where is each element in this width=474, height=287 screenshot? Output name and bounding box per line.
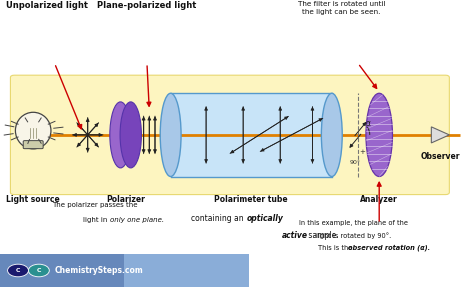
Text: light is rotated by 90°.: light is rotated by 90°. [316, 232, 391, 238]
Text: sample.: sample. [306, 231, 338, 240]
Text: C: C [36, 268, 41, 273]
Circle shape [8, 264, 28, 277]
Text: only one plane.: only one plane. [110, 217, 164, 223]
Text: light in: light in [83, 217, 109, 223]
Text: α: α [365, 119, 371, 128]
Ellipse shape [15, 112, 51, 149]
Ellipse shape [366, 93, 392, 177]
Text: Polarizer: Polarizer [106, 195, 145, 204]
Text: ChemistrySteps.com: ChemistrySteps.com [55, 266, 143, 275]
Ellipse shape [160, 93, 181, 177]
Bar [0, 254, 124, 287]
Text: In this example, the plane of the: In this example, the plane of the [299, 220, 408, 226]
Polygon shape [431, 127, 449, 143]
Text: Polarimeter tube: Polarimeter tube [214, 195, 288, 204]
Text: 90°: 90° [349, 160, 360, 164]
FancyBboxPatch shape [10, 75, 449, 195]
Circle shape [28, 264, 49, 277]
Bar [124, 254, 249, 287]
Text: Light source: Light source [6, 195, 60, 204]
FancyBboxPatch shape [23, 141, 43, 149]
Text: Unpolarized light: Unpolarized light [7, 1, 88, 10]
Text: containing an: containing an [191, 214, 246, 223]
Text: active: active [282, 231, 308, 240]
Text: Analyzer: Analyzer [360, 195, 398, 204]
Ellipse shape [110, 102, 131, 168]
Ellipse shape [120, 102, 141, 168]
Text: The polarizer passes the: The polarizer passes the [52, 202, 137, 208]
Text: observed rotation (α).: observed rotation (α). [348, 245, 430, 251]
Bar [171, 93, 332, 177]
Text: Plane-polarized light: Plane-polarized light [97, 1, 197, 10]
Text: optically: optically [246, 214, 283, 223]
Text: This is the: This is the [318, 245, 354, 251]
Text: Observer: Observer [421, 152, 461, 161]
Text: The filter is rotated until
the light can be seen.: The filter is rotated until the light ca… [298, 1, 385, 15]
Ellipse shape [321, 93, 342, 177]
Text: C: C [16, 268, 20, 273]
Text: +: + [359, 149, 365, 154]
